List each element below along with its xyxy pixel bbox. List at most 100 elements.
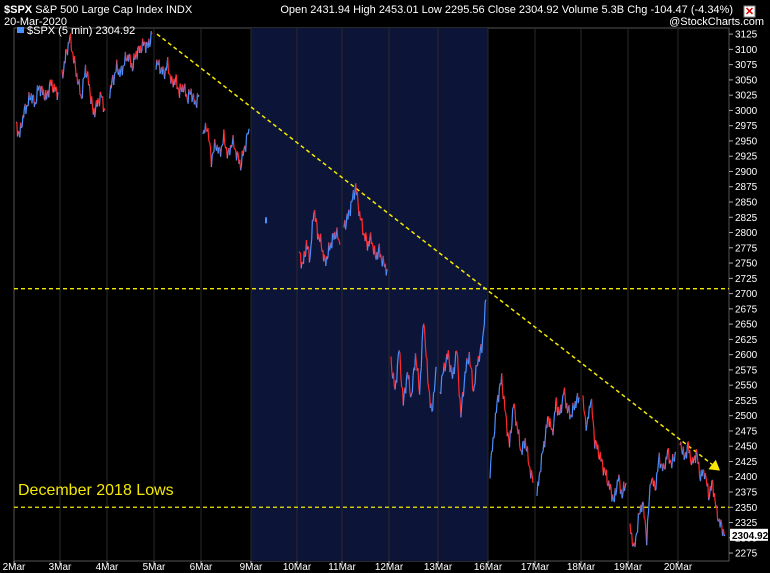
price-segment (73, 55, 76, 65)
price-segment (247, 128, 250, 135)
price-segment (653, 480, 656, 491)
price-segment (353, 191, 356, 200)
close-icon[interactable]: ✕ (743, 5, 756, 18)
price-segment (150, 30, 153, 35)
price-segment (411, 375, 414, 393)
price-segment (546, 416, 549, 428)
price-segment (45, 93, 48, 100)
price-segment (629, 523, 632, 535)
price-segment (423, 323, 426, 329)
price-segment (301, 261, 304, 264)
price-segment (410, 392, 413, 395)
price-segment (48, 83, 51, 98)
svg-text:✕: ✕ (745, 6, 754, 18)
price-segment (708, 496, 711, 501)
price-segment (682, 446, 685, 460)
price-segment (655, 472, 658, 491)
price-segment (26, 104, 28, 107)
session-17Mar (536, 387, 580, 496)
price-segment (530, 469, 533, 476)
chart-header: $SPX S&P 500 Large Cap Index INDX 20-Mar… (4, 4, 764, 28)
price-segment (162, 66, 165, 73)
price-segment (28, 92, 31, 101)
y-tick-label: 2350 (735, 503, 758, 514)
price-segment (469, 365, 472, 368)
price-segment (473, 383, 476, 386)
price-segment (662, 463, 665, 468)
price-segment (716, 505, 719, 521)
price-segment (427, 381, 430, 388)
price-segment (621, 493, 624, 499)
price-segment (552, 423, 555, 436)
price-segment (597, 444, 600, 458)
price-segment (242, 149, 245, 156)
price-segment (128, 53, 131, 56)
price-segment (116, 59, 119, 72)
price-segment (334, 235, 337, 239)
price-segment (304, 254, 307, 258)
price-segment (440, 376, 443, 395)
price-segment (209, 142, 212, 149)
y-tick-label: 2625 (735, 335, 758, 346)
price-segment (220, 145, 222, 157)
x-tick-label: 3Mar (49, 562, 72, 573)
price-segment (83, 76, 86, 79)
price-segment (527, 462, 530, 467)
y-tick-label: 2675 (735, 304, 758, 315)
price-segment (507, 432, 510, 440)
price-segment (553, 411, 556, 424)
change-value: -104.47 (-4.34%) (650, 4, 733, 16)
open-value: 2431.94 (310, 4, 350, 16)
price-segment (134, 56, 137, 60)
price-segment (504, 410, 507, 413)
price-segment (450, 364, 453, 374)
price-segment (65, 48, 68, 51)
price-segment (142, 41, 145, 47)
price-segment (441, 372, 444, 376)
price-segment (31, 95, 34, 104)
price-segment (419, 367, 422, 375)
price-segment (408, 375, 411, 392)
price-segment (632, 545, 634, 547)
price-segment (362, 233, 365, 236)
price-segment (236, 151, 239, 154)
price-segment (110, 79, 113, 89)
session-11Mar (343, 183, 388, 276)
price-segment (583, 409, 586, 415)
price-segment (345, 223, 347, 230)
y-tick-label: 2950 (735, 136, 758, 147)
price-segment (519, 445, 522, 451)
price-segment (310, 239, 313, 247)
price-segment (544, 436, 546, 448)
price-segment (421, 328, 424, 343)
x-tick-label: 9Mar (240, 562, 263, 573)
price-segment (624, 482, 627, 487)
price-segment (616, 479, 618, 490)
price-segment (514, 409, 517, 426)
price-segment (317, 233, 320, 239)
price-segment (131, 68, 134, 72)
price-segment (680, 441, 683, 451)
price-segment (211, 152, 214, 156)
price-segment (124, 51, 127, 61)
x-tick-label: 10Mar (283, 562, 312, 573)
price-segment (179, 83, 182, 89)
brand-text: @StockCharts.com (669, 16, 764, 28)
y-tick-label: 2775 (735, 243, 758, 254)
price-segment (370, 232, 372, 244)
price-segment (174, 79, 177, 86)
price-segment (432, 391, 435, 394)
price-segment (441, 374, 444, 377)
low-value: 2295.56 (445, 4, 485, 16)
price-segment (646, 520, 649, 546)
price-segment (444, 363, 447, 372)
price-segment (66, 42, 69, 56)
price-segment (123, 64, 126, 67)
price-segment (42, 89, 45, 100)
price-segment (428, 387, 431, 393)
price-segment (601, 458, 604, 463)
volume-value: 5.3B (602, 4, 625, 16)
price-segment (471, 369, 474, 390)
price-segment (188, 89, 191, 94)
